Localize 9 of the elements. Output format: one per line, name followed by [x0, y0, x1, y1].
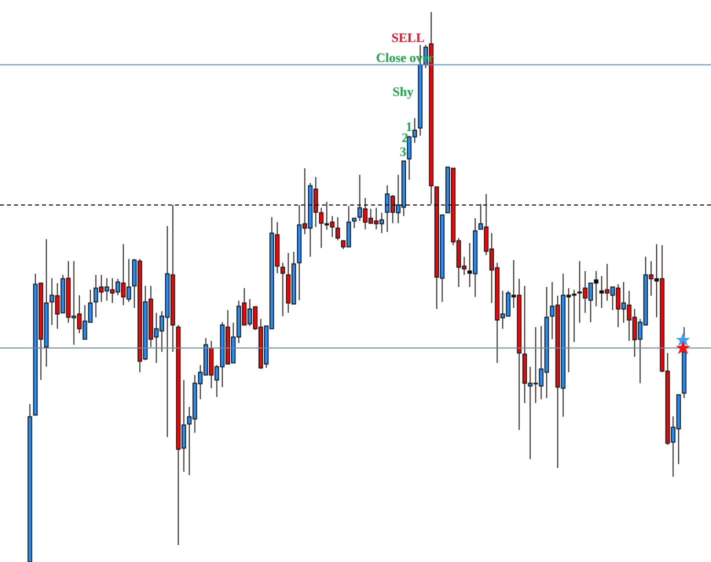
annotation: 2	[402, 130, 408, 145]
candlestick	[335, 216, 340, 241]
annotation: 3	[400, 144, 407, 159]
annotation: SELL	[391, 30, 425, 45]
candlestick	[352, 218, 357, 229]
candlestick	[318, 207, 324, 248]
candlestick	[280, 262, 286, 317]
annotation: Shy	[392, 84, 414, 99]
annotation: 1	[406, 119, 412, 134]
